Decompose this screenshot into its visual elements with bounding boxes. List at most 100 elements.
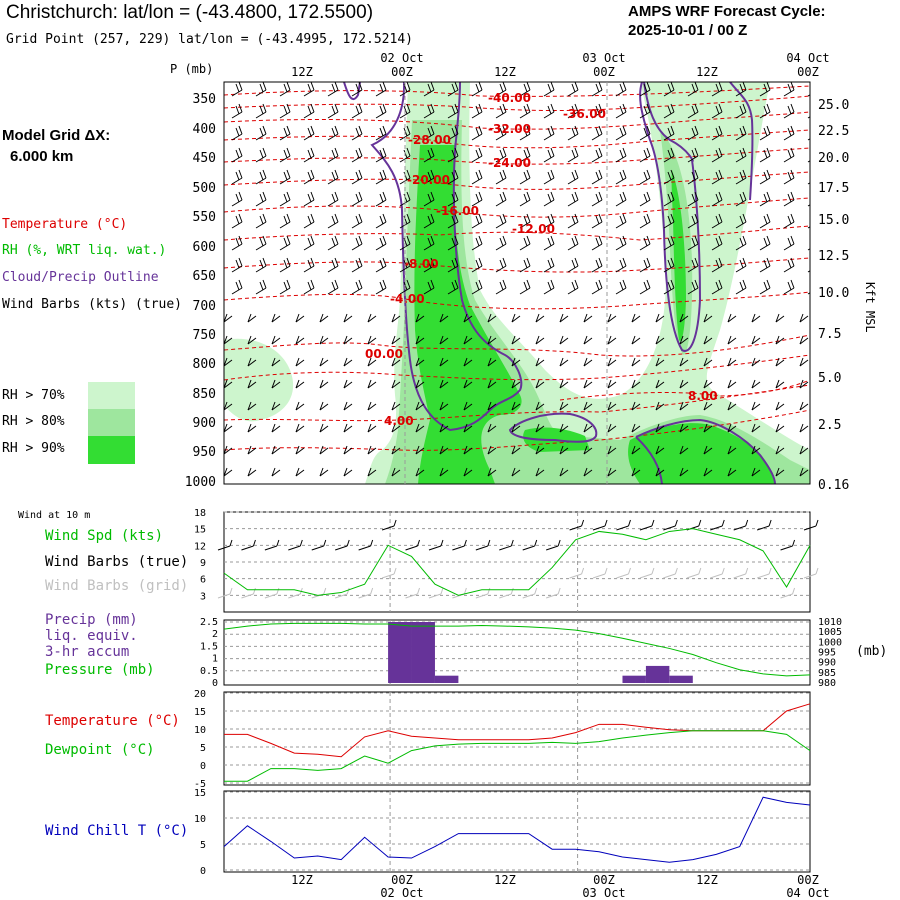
wind-barb bbox=[543, 177, 555, 185]
wind-barb bbox=[255, 155, 267, 163]
wind-barb bbox=[224, 381, 233, 389]
wind-barb bbox=[550, 191, 555, 201]
wind-barb bbox=[790, 213, 795, 223]
wind-barb bbox=[451, 171, 456, 181]
wind-barb bbox=[670, 257, 675, 267]
wind-barb bbox=[303, 221, 315, 229]
wind-barb bbox=[382, 82, 387, 91]
wind-barb bbox=[307, 237, 312, 247]
wind-barb bbox=[766, 82, 771, 91]
wind-barb bbox=[499, 83, 504, 93]
wind-barb bbox=[382, 235, 387, 245]
pressure-tick: 750 bbox=[193, 328, 216, 343]
wind-barb bbox=[427, 171, 432, 181]
wind-barb bbox=[727, 445, 732, 455]
wind-barb bbox=[663, 111, 675, 119]
pressure-axis: 350 400 450 500 550 600 650 700 750 800 … bbox=[185, 92, 216, 490]
wind-barb bbox=[759, 89, 771, 97]
wind-barb bbox=[519, 243, 531, 251]
wind-barb bbox=[343, 403, 353, 411]
wind-barb bbox=[547, 171, 552, 181]
wind-barb bbox=[499, 281, 504, 291]
wind-barb bbox=[379, 149, 384, 159]
wind-barb bbox=[787, 259, 792, 269]
wind-barb bbox=[715, 281, 720, 291]
wind-barb bbox=[787, 105, 792, 115]
temperature-tick: 10 bbox=[194, 725, 206, 736]
wind-barb bbox=[439, 425, 449, 433]
wind-barb bbox=[343, 423, 348, 433]
wind-barb bbox=[775, 381, 785, 389]
wind-barb bbox=[691, 259, 696, 269]
wind-barb bbox=[703, 403, 713, 411]
wind-barb-true bbox=[264, 545, 278, 551]
wind-barb-grid bbox=[592, 573, 606, 579]
wind-barb bbox=[447, 177, 459, 185]
wind-barb bbox=[663, 221, 675, 229]
wind-barb bbox=[759, 265, 771, 273]
wind-barbs-grid-label: Wind Barbs (grid) bbox=[45, 578, 189, 594]
wind-barb bbox=[547, 237, 552, 247]
wind-barb bbox=[415, 403, 425, 411]
wind-barb bbox=[619, 237, 624, 247]
wind-barb bbox=[271, 445, 276, 455]
wind-barb bbox=[694, 103, 699, 113]
wind-barb bbox=[679, 379, 684, 389]
wind-barb bbox=[334, 235, 339, 245]
wind-barb bbox=[691, 83, 696, 93]
wind-barb bbox=[259, 237, 264, 247]
wind-barb bbox=[327, 243, 339, 251]
wind-barb bbox=[639, 199, 651, 207]
wind-barb bbox=[358, 169, 363, 179]
wind-barb bbox=[334, 213, 339, 223]
height-tick: 22.5 bbox=[818, 124, 849, 139]
wind-barb bbox=[231, 155, 243, 163]
wind-barb bbox=[358, 213, 363, 223]
wind-barb bbox=[511, 359, 521, 367]
x-tick-label: 00Z bbox=[593, 873, 615, 887]
wind-barb bbox=[478, 147, 483, 157]
wind-barb bbox=[598, 147, 603, 157]
wind-barb bbox=[262, 191, 267, 201]
wind-barb bbox=[535, 403, 545, 411]
wind-barb-grid bbox=[604, 567, 608, 575]
wind-barb bbox=[559, 425, 569, 433]
wind-barb bbox=[238, 257, 243, 267]
wind-barb bbox=[535, 379, 540, 389]
wind-barb bbox=[247, 425, 257, 433]
wind-barb bbox=[646, 103, 651, 113]
wind-barb bbox=[511, 315, 521, 323]
wind-barb bbox=[319, 447, 329, 455]
wind-barb bbox=[679, 469, 689, 477]
wind-barb bbox=[295, 425, 305, 433]
wind-barb bbox=[655, 335, 660, 345]
wind-barb-true bbox=[616, 525, 629, 531]
wind-barb bbox=[663, 199, 675, 207]
wind-barb bbox=[523, 105, 528, 115]
wind-barb-grid bbox=[768, 567, 772, 575]
wind-barb bbox=[463, 357, 468, 367]
wind-barb bbox=[319, 467, 324, 477]
wind-barb bbox=[319, 423, 324, 433]
wind-barb bbox=[775, 425, 785, 433]
bottom-time-axis: 12Z 00Z 12Z 00Z 12Z 00Z 02 Oct 03 Oct 04… bbox=[291, 873, 830, 900]
wind-barb bbox=[815, 170, 818, 178]
wind-barb-grid bbox=[569, 573, 582, 579]
wind-barb bbox=[559, 469, 569, 477]
wind-barb bbox=[439, 423, 444, 433]
wind-barb bbox=[430, 235, 435, 245]
wind-barb bbox=[607, 403, 617, 411]
wind-barb bbox=[375, 155, 387, 163]
wind-barb bbox=[463, 469, 473, 477]
wind-barb bbox=[787, 127, 792, 137]
wind-barb bbox=[427, 193, 432, 203]
wind-barb bbox=[622, 213, 627, 223]
wind-barb bbox=[451, 259, 456, 269]
wind-barb bbox=[279, 243, 291, 251]
wind-barb bbox=[631, 447, 641, 455]
wind-barb bbox=[307, 193, 312, 203]
wind-barb bbox=[295, 447, 305, 455]
wind-barb bbox=[375, 265, 387, 273]
wind-barb bbox=[607, 313, 612, 323]
wind-barb bbox=[703, 447, 713, 455]
